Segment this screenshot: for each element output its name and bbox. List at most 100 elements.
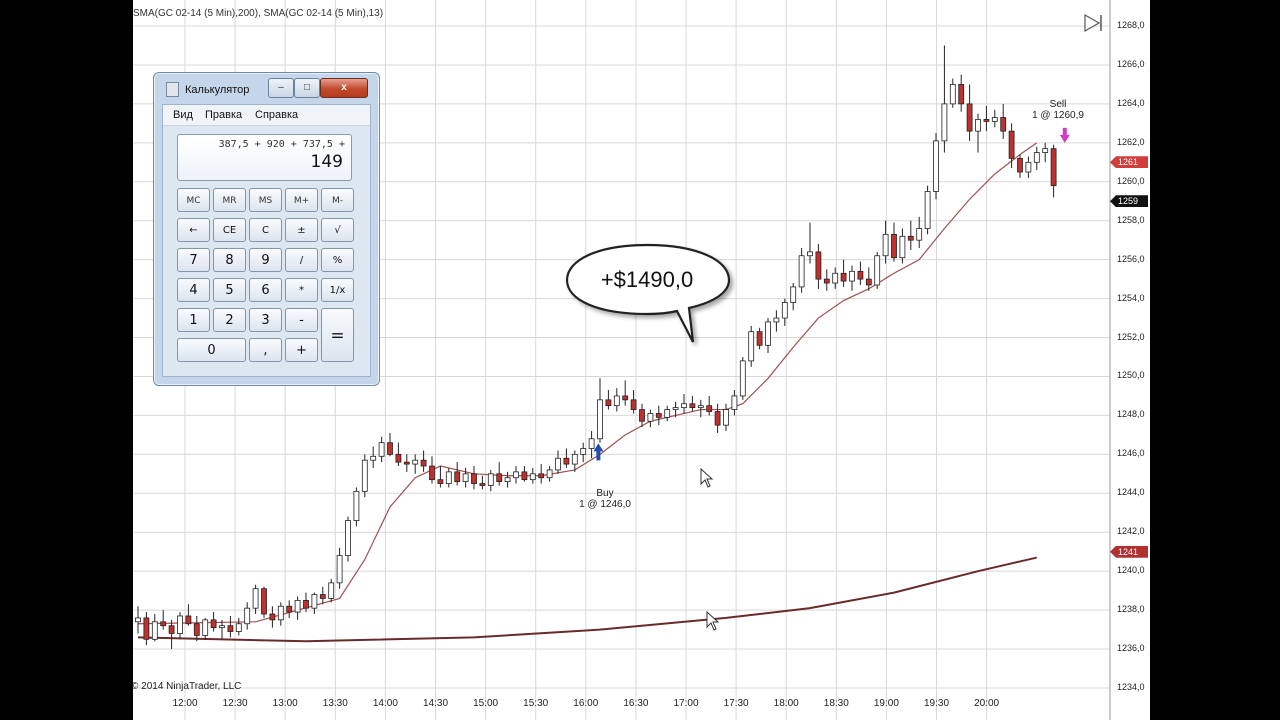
candle-down bbox=[756, 331, 763, 346]
candle-up bbox=[555, 457, 561, 471]
close-button[interactable]: x bbox=[320, 78, 368, 98]
calculator-titlebar[interactable]: Калькулятор – □ x bbox=[154, 73, 379, 103]
candle-down bbox=[227, 625, 234, 632]
negate-key[interactable]: ± bbox=[285, 218, 318, 242]
percent-key[interactable]: % bbox=[321, 248, 354, 272]
candle-up bbox=[949, 84, 956, 105]
candle-down bbox=[958, 84, 965, 105]
digit-7-key[interactable]: 7 bbox=[177, 248, 210, 272]
candle-up bbox=[781, 302, 788, 319]
digit-0-key[interactable]: 0 bbox=[177, 338, 246, 362]
candle-up bbox=[244, 607, 251, 625]
decimal-key[interactable]: , bbox=[249, 338, 282, 362]
candle-down bbox=[185, 615, 192, 625]
candle-down bbox=[563, 457, 570, 465]
candle-up bbox=[294, 599, 301, 613]
candle-up bbox=[151, 621, 158, 640]
buy-detail: 1 @ 1246,0 bbox=[579, 499, 631, 510]
multiply-key[interactable]: * bbox=[285, 278, 318, 302]
time-tick-label: 19:00 bbox=[873, 698, 899, 709]
candle-down bbox=[1050, 148, 1057, 187]
candle-up bbox=[790, 286, 797, 303]
candle-up bbox=[202, 619, 209, 636]
time-tick-label: 12:30 bbox=[222, 698, 248, 709]
candle-up bbox=[277, 605, 284, 621]
digit-2-key[interactable]: 2 bbox=[213, 308, 246, 332]
candle-down bbox=[429, 465, 435, 481]
buy-label: Buy bbox=[596, 488, 614, 499]
candle-down bbox=[689, 403, 696, 409]
maximize-button[interactable]: □ bbox=[294, 78, 320, 98]
backspace-key[interactable]: ← bbox=[177, 218, 210, 242]
time-tick-label: 17:00 bbox=[673, 698, 699, 709]
candle-down bbox=[622, 395, 629, 401]
candle-down bbox=[395, 453, 402, 463]
candle-down bbox=[1000, 117, 1007, 132]
menu-edit[interactable]: Правка bbox=[205, 109, 243, 121]
mem-recall-key[interactable]: MR bbox=[213, 188, 246, 212]
candle-up bbox=[353, 490, 360, 521]
candle-down bbox=[706, 405, 713, 412]
candle-up bbox=[571, 453, 578, 465]
candle-down bbox=[387, 442, 393, 455]
candle-down bbox=[655, 413, 662, 418]
candle-up bbox=[798, 255, 805, 288]
candle-down bbox=[261, 588, 267, 615]
price-tick-label: 1240,0 bbox=[1117, 565, 1145, 576]
candle-up bbox=[975, 119, 981, 132]
candle-up bbox=[580, 448, 587, 455]
time-tick-label: 12:00 bbox=[172, 698, 198, 709]
menu-help[interactable]: Справка bbox=[255, 109, 299, 121]
digit-1-key[interactable]: 1 bbox=[177, 308, 210, 332]
mem-add-key[interactable]: M+ bbox=[285, 188, 318, 212]
candle-up bbox=[1025, 161, 1032, 173]
mem-clear-key[interactable]: MC bbox=[177, 188, 210, 212]
digit-8-key[interactable]: 8 bbox=[213, 248, 246, 272]
digit-9-key[interactable]: 9 bbox=[249, 248, 282, 272]
price-tick-label: 1250,0 bbox=[1117, 370, 1145, 381]
candle-down bbox=[630, 399, 637, 410]
mem-store-key[interactable]: MS bbox=[249, 188, 282, 212]
clear-entry-key[interactable]: CE bbox=[213, 218, 246, 242]
digit-3-key[interactable]: 3 bbox=[249, 308, 282, 332]
time-tick-label: 20:00 bbox=[974, 698, 1000, 709]
candle-up bbox=[613, 395, 620, 407]
digit-6-key[interactable]: 6 bbox=[249, 278, 282, 302]
menu-view[interactable]: Вид bbox=[173, 109, 193, 121]
candle-up bbox=[748, 331, 755, 362]
candle-up bbox=[697, 405, 704, 409]
sell-detail: 1 @ 1260,9 bbox=[1032, 110, 1084, 121]
mem-sub-key[interactable]: M- bbox=[321, 188, 354, 212]
sma13-line bbox=[137, 142, 1038, 625]
time-tick-label: 16:00 bbox=[573, 698, 599, 709]
equals-key[interactable]: = bbox=[321, 308, 354, 362]
reciprocal-key[interactable]: 1/x bbox=[321, 278, 354, 302]
minus-key[interactable]: - bbox=[285, 308, 318, 332]
calculator-menubar: Вид Правка Справка bbox=[163, 105, 370, 126]
mouse-cursor-icon bbox=[700, 468, 714, 488]
display-value: 149 bbox=[310, 152, 343, 172]
calculator-app-icon bbox=[166, 82, 179, 97]
candle-down bbox=[303, 599, 309, 609]
price-tick-label: 1256,0 bbox=[1117, 253, 1145, 264]
current-price-tag: 1259 bbox=[1110, 195, 1148, 208]
play-forward-icon[interactable] bbox=[1083, 12, 1105, 34]
digit-5-key[interactable]: 5 bbox=[213, 278, 246, 302]
price-tick-label: 1238,0 bbox=[1117, 604, 1145, 615]
minimize-button[interactable]: – bbox=[268, 78, 294, 98]
candle-up bbox=[328, 582, 335, 599]
price-tick-label: 1236,0 bbox=[1117, 643, 1145, 654]
price-tick-label: 1260,0 bbox=[1117, 175, 1145, 186]
candle-down bbox=[639, 409, 645, 422]
sqrt-key[interactable]: √ bbox=[321, 218, 354, 242]
clear-key[interactable]: C bbox=[249, 218, 282, 242]
candle-up bbox=[588, 438, 595, 449]
digit-4-key[interactable]: 4 bbox=[177, 278, 210, 302]
plus-key[interactable]: + bbox=[285, 338, 318, 362]
candle-up bbox=[546, 469, 553, 479]
price-axis: 1268,0 1266,0 1264,0 1262,0 1260,0 1258,0 1256… bbox=[1110, 0, 1150, 720]
divide-key[interactable]: / bbox=[285, 248, 318, 272]
candle-up bbox=[672, 407, 679, 410]
calculator-window[interactable]: Калькулятор – □ x Вид Правка Справка 3 87… bbox=[153, 72, 380, 386]
candle-down bbox=[193, 623, 200, 636]
